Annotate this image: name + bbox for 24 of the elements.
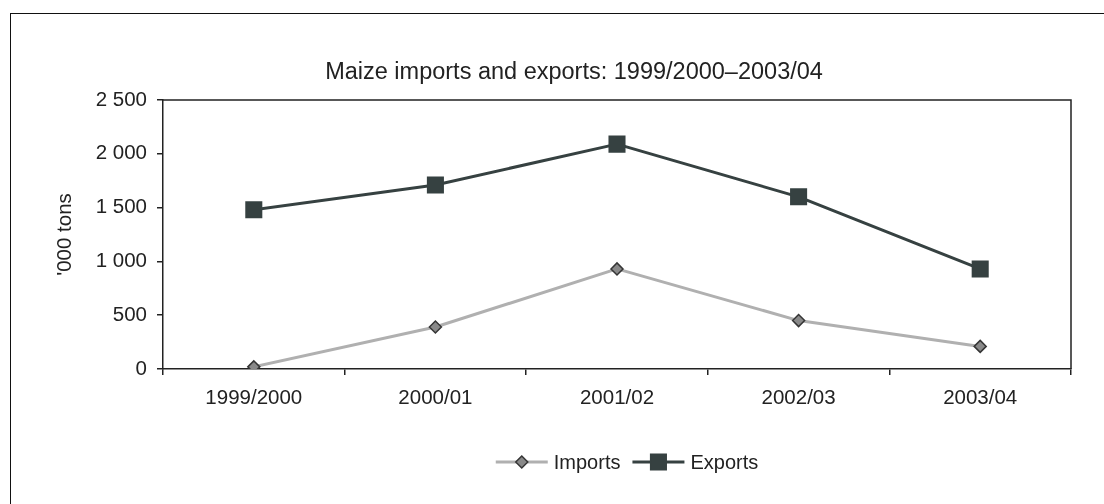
chart-title: Maize imports and exports: 1999/2000–2003/04: [325, 58, 823, 85]
point: [426, 176, 444, 194]
y-tick-label: 500: [112, 301, 147, 325]
point: [608, 135, 626, 153]
y-tick-label: 2 500: [95, 86, 147, 110]
y-tick-label: 1 000: [95, 248, 147, 272]
y-tick-label: 1 500: [95, 194, 147, 218]
point: [791, 313, 806, 328]
x-tick-label: 2001/02: [579, 384, 655, 408]
point: [245, 201, 263, 219]
point: [790, 188, 808, 206]
point: [973, 339, 987, 354]
point: [610, 262, 624, 276]
y-tick-label: 2 000: [95, 140, 147, 164]
x-tick-label: 2003/04: [943, 384, 1018, 408]
x-tick-label: 2000/01: [398, 384, 473, 408]
legend-label: Imports: [553, 450, 621, 473]
point: [428, 320, 443, 334]
legend-label: Exports: [690, 450, 759, 473]
x-tick-label: 2002/03: [761, 384, 836, 408]
y-tick-label: 0: [135, 355, 147, 379]
point: [971, 260, 989, 278]
y-axis-title: '000 tons: [51, 193, 75, 276]
x-tick-label: 1999/2000: [205, 384, 303, 408]
